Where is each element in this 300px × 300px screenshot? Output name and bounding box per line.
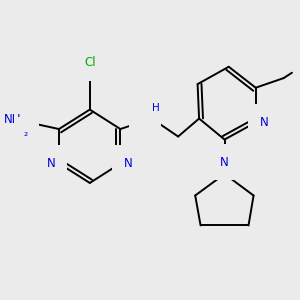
Text: N: N (220, 156, 229, 169)
Text: NH: NH (4, 113, 22, 126)
Text: N: N (46, 157, 56, 170)
Text: Cl: Cl (84, 56, 96, 69)
Text: N: N (141, 112, 149, 124)
Text: ₂: ₂ (24, 128, 28, 137)
Text: H: H (152, 103, 159, 112)
Text: N: N (260, 116, 268, 129)
Text: N: N (124, 157, 133, 170)
